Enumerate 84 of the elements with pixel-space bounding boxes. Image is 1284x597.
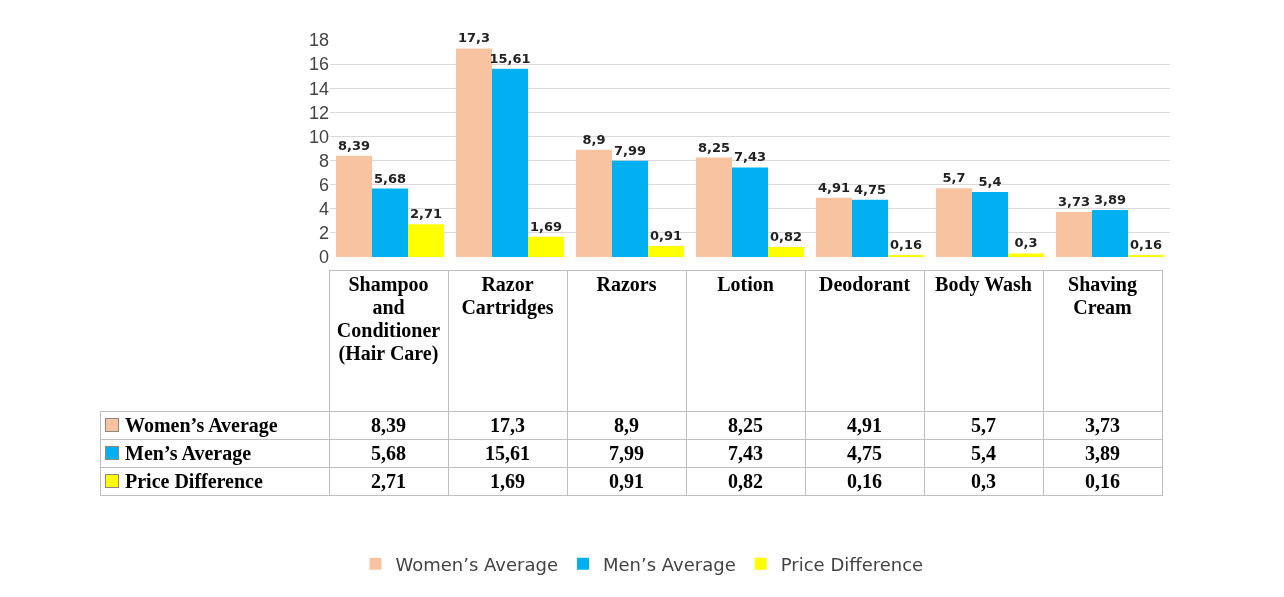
data-label: 7,99	[567, 439, 686, 468]
bar	[408, 224, 444, 257]
data-label: 5,4	[924, 439, 1043, 468]
data-label: 0,16	[1043, 467, 1162, 496]
text: 7,99	[613, 142, 647, 158]
text: 1,69	[529, 218, 563, 234]
bar	[696, 157, 732, 257]
x-tick-label: Razors	[567, 270, 686, 412]
text: 15,61	[489, 50, 531, 66]
text: 8,9	[582, 131, 606, 147]
text: 0,16	[1129, 237, 1163, 252]
data-label: 5,68	[329, 439, 448, 468]
y-tick-label: 12	[308, 102, 329, 123]
text: Men’s Average	[603, 553, 736, 575]
text: 0,3	[1014, 235, 1038, 251]
data-label: 15,61	[448, 439, 567, 468]
legend-label: Women’s Average	[100, 411, 329, 440]
data-label: 7,43	[686, 439, 805, 468]
bar	[1008, 253, 1044, 257]
text: 8,39	[337, 137, 371, 153]
text: Price Difference	[780, 553, 924, 575]
bar	[852, 199, 888, 257]
x-tick-label: Lotion	[686, 270, 805, 412]
text: 4,75	[853, 181, 887, 197]
text: 4,91	[817, 179, 851, 195]
text: 17,3	[457, 30, 491, 46]
bar	[936, 188, 972, 257]
data-label: 8,25	[686, 411, 805, 440]
bar	[576, 149, 612, 257]
bar	[612, 160, 648, 257]
data-label: 2,71	[329, 467, 448, 496]
y-tick-label: 10	[308, 126, 329, 147]
text: 5,4	[978, 173, 1002, 189]
x-tick-label: Shaving Cream	[1043, 270, 1162, 412]
text: 5,68	[373, 170, 407, 186]
bar	[528, 236, 564, 257]
bar	[492, 68, 528, 257]
text: Women’s Average	[395, 553, 559, 575]
data-label: 4,91	[805, 411, 924, 440]
bar	[972, 191, 1008, 257]
data-label: 1,69	[448, 467, 567, 496]
y-tick-label: 8	[318, 150, 329, 171]
x-tick-label: Deodorant	[805, 270, 924, 412]
text: 3,73	[1057, 194, 1091, 210]
bar	[768, 247, 804, 257]
x-tick-label: Shampoo and Conditioner (Hair Care)	[329, 270, 448, 412]
text: 7,43	[733, 149, 767, 165]
bar	[456, 48, 492, 257]
x-tick-label: Body Wash	[924, 270, 1043, 412]
data-label: 0,3	[924, 467, 1043, 496]
text: 0,16	[889, 237, 923, 252]
y-tick-label: 14	[308, 78, 329, 99]
bar	[732, 167, 768, 257]
bar	[372, 188, 408, 257]
text: 5,7	[942, 170, 966, 186]
y-tick-label: 6	[318, 174, 329, 195]
y-tick-label: 0	[318, 247, 329, 268]
y-tick-label: 18	[308, 30, 329, 51]
data-label: 5,7	[924, 411, 1043, 440]
data-label: 3,73	[1043, 411, 1162, 440]
text: 2,71	[409, 206, 443, 222]
data-label: 4,75	[805, 439, 924, 468]
y-tick-label: 4	[318, 199, 329, 220]
data-label: 17,3	[448, 411, 567, 440]
data-label: 8,39	[329, 411, 448, 440]
bar	[336, 155, 372, 257]
legend-label: Price Difference	[100, 467, 329, 496]
data-label: 8,9	[567, 411, 686, 440]
bar	[816, 197, 852, 257]
bar	[1056, 212, 1092, 257]
bar	[648, 246, 684, 257]
text: 3,89	[1093, 192, 1127, 208]
data-label: 0,82	[686, 467, 805, 496]
bar	[1092, 210, 1128, 257]
text: 8,25	[697, 139, 731, 155]
data-label: 0,16	[805, 467, 924, 496]
data-label: 0,91	[567, 467, 686, 496]
text: 0,82	[769, 229, 803, 245]
y-tick-label: 16	[308, 54, 329, 75]
legend-label: Men’s Average	[100, 439, 329, 468]
y-tick-label: 2	[318, 223, 329, 244]
x-tick-label: Razor Cartridges	[448, 270, 567, 412]
data-label: 3,89	[1043, 439, 1162, 468]
text: 0,91	[649, 228, 683, 244]
